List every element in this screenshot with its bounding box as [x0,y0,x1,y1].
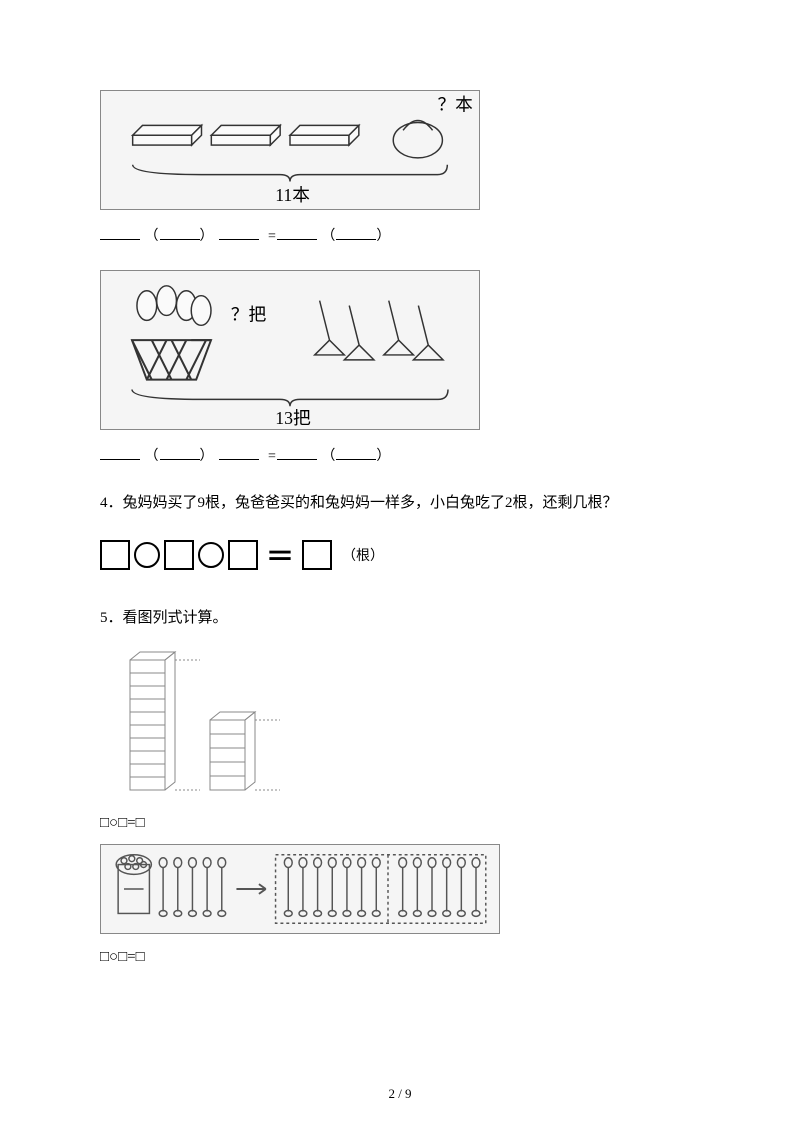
svg-text:？把: ？把 [231,304,267,324]
blank[interactable] [277,446,317,460]
blank[interactable] [336,226,376,240]
paren-close: ） [376,449,391,464]
paren-open: （ [321,229,336,244]
figure-books: ？本 11本 [100,90,480,210]
svg-text:13把: 13把 [275,408,311,428]
figure-blocks [100,650,340,800]
equation-template-small-2: □○□=□ [100,949,700,966]
square-box[interactable] [302,540,332,570]
blank[interactable] [160,226,200,240]
square-box[interactable] [164,540,194,570]
blank[interactable] [100,446,140,460]
equals-sign: ＝ [266,535,294,575]
paren-close: ） [200,449,215,464]
equals-sign: = [268,449,277,464]
figure-sticks [100,844,500,934]
square-box[interactable] [100,540,130,570]
question-text: 兔妈妈买了9根，兔爸爸买的和兔妈妈一样多，小白兔吃了2根，还剩几根？ [123,495,618,511]
total-label: 11本 [275,185,310,205]
question-number: 5． [100,610,123,626]
paren-open: （ [145,229,160,244]
blank[interactable] [219,226,259,240]
blank-equation-2: （ ） = （ ） [100,445,700,465]
paren-close: ） [376,229,391,244]
blank[interactable] [160,446,200,460]
blank[interactable] [100,226,140,240]
paren-close: ） [200,229,215,244]
blank[interactable] [219,446,259,460]
square-box[interactable] [228,540,258,570]
equals-sign: = [268,229,277,244]
question-5: 5．看图列式计算。 [100,605,700,632]
figure-shovels: ？把 13把 [100,270,480,430]
circle-box[interactable] [198,542,224,568]
circle-box[interactable] [134,542,160,568]
equation-template-small-1: □○□=□ [100,815,700,832]
blank[interactable] [277,226,317,240]
question-4: 4．兔妈妈买了9根，兔爸爸买的和兔妈妈一样多，小白兔吃了2根，还剩几根？ [100,490,700,517]
blank[interactable] [336,446,376,460]
question-number: 4． [100,495,123,511]
page-number: 2 / 9 [388,1086,411,1102]
paren-open: （ [145,449,160,464]
paren-open: （ [321,449,336,464]
question-text: 看图列式计算。 [123,610,228,626]
unit-label: （根） [342,545,384,565]
question-label: ？本 [438,95,474,115]
equation-template-q4: ＝ （根） [100,535,700,575]
blank-equation-1: （ ） = （ ） [100,225,700,245]
